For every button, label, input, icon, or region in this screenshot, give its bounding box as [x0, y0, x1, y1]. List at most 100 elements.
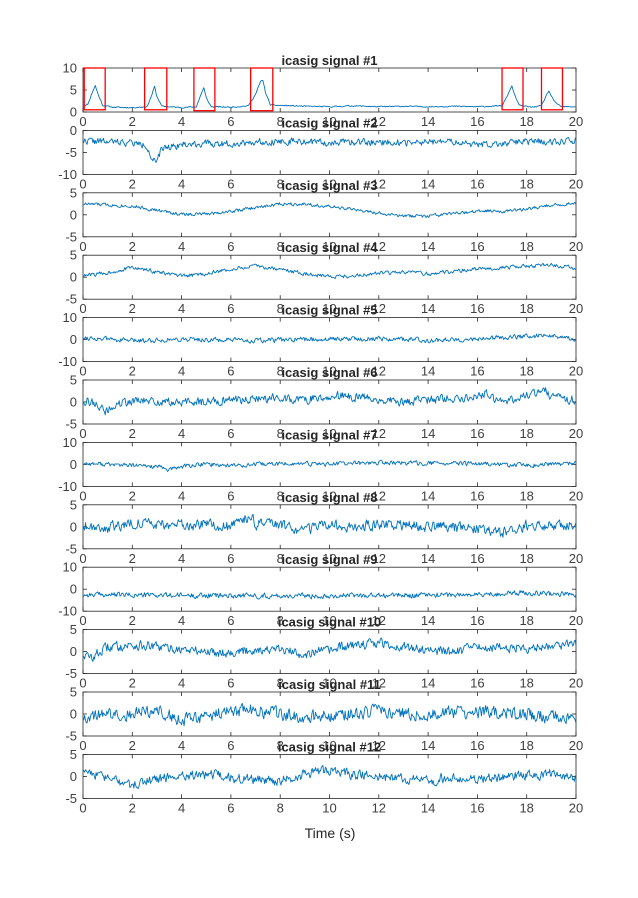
- x-tick-label: 4: [178, 488, 185, 503]
- panel-title: icasig signal #1: [281, 53, 377, 68]
- x-tick-label: 10: [322, 738, 336, 753]
- x-tick-label: 0: [79, 738, 86, 753]
- y-tick-label: 5: [70, 83, 77, 98]
- x-tick-label: 14: [421, 114, 435, 129]
- highlight-box: [540, 67, 564, 111]
- x-tick-label: 2: [129, 239, 136, 254]
- y-tick-label: 5: [70, 497, 77, 512]
- signal-line: [82, 79, 577, 109]
- y-tick-label: 0: [70, 270, 77, 285]
- x-tick-label: 16: [470, 239, 484, 254]
- panel-title: icasig signal #9: [281, 552, 377, 567]
- x-tick-label: 4: [178, 301, 185, 316]
- panel-title: icasig signal #2: [281, 115, 377, 130]
- x-tick-label: 16: [470, 176, 484, 191]
- x-tick-label: 8: [277, 738, 284, 753]
- x-tick-label: 6: [227, 676, 234, 691]
- x-tick-label: 6: [227, 239, 234, 254]
- panel-11: 0 2 4 6 8 10 12 14 16 18 20-505 icasig signal #11: [65, 677, 583, 753]
- x-tick-label: 20: [569, 488, 583, 503]
- x-tick-label: 2: [129, 364, 136, 379]
- x-tick-label: 10: [322, 551, 336, 566]
- x-tick-label: 18: [519, 488, 533, 503]
- x-tick-label: 20: [569, 114, 583, 129]
- y-tick-label: -10: [58, 167, 77, 182]
- highlight-box: [249, 67, 274, 112]
- y-tick-label: 0: [70, 207, 77, 222]
- x-tick-label: 12: [372, 738, 386, 753]
- y-tick-label: 5: [70, 685, 77, 700]
- x-tick-label: 12: [372, 613, 386, 628]
- x-tick-label: 10: [322, 239, 336, 254]
- x-tick-label: 14: [421, 676, 435, 691]
- x-tick-label: 20: [569, 551, 583, 566]
- x-tick-label: 16: [470, 114, 484, 129]
- x-tick-label: 10: [322, 800, 336, 815]
- x-tick-label: 14: [421, 239, 435, 254]
- x-tick-label: 10: [322, 114, 336, 129]
- x-tick-label: 16: [470, 551, 484, 566]
- panel-title: icasig signal #10: [278, 615, 381, 630]
- y-tick-label: 10: [63, 61, 77, 76]
- x-tick-label: 8: [277, 364, 284, 379]
- x-tick-label: 16: [470, 676, 484, 691]
- x-tick-label: 2: [129, 613, 136, 628]
- panel-title: icasig signal #8: [281, 490, 377, 505]
- axes-box: [82, 129, 577, 175]
- y-tick-label: -5: [65, 791, 77, 806]
- panel-title: icasig signal #3: [281, 178, 377, 193]
- x-tick-label: 20: [569, 364, 583, 379]
- signal-line: [82, 459, 577, 472]
- x-tick-label: 2: [129, 738, 136, 753]
- x-tick-label: 10: [322, 364, 336, 379]
- x-tick-label: 18: [519, 114, 533, 129]
- panel-10: 0 2 4 6 8 10 12 14 16 18 20-505 icasig signal #10: [65, 615, 583, 691]
- panel-title: icasig signal #11: [278, 677, 381, 692]
- x-tick-label: 20: [569, 738, 583, 753]
- x-tick-label: 0: [79, 114, 86, 129]
- y-tick-label: 0: [70, 457, 77, 472]
- y-tick-label: -10: [58, 479, 77, 494]
- x-tick-label: 20: [569, 176, 583, 191]
- x-tick-label: 12: [372, 176, 386, 191]
- x-tick-label: 8: [277, 800, 284, 815]
- highlight-box: [83, 67, 106, 111]
- x-tick-label: 12: [372, 551, 386, 566]
- x-tick-label: 2: [129, 800, 136, 815]
- x-tick-label: 2: [129, 676, 136, 691]
- x-tick-label: 12: [372, 301, 386, 316]
- y-tick-label: 0: [70, 644, 77, 659]
- x-tick-label: 10: [322, 176, 336, 191]
- panel-3: 0 2 4 6 8 10 12 14 16 18 20-505 icasig signal #3: [65, 178, 583, 254]
- x-tick-label: 4: [178, 176, 185, 191]
- y-tick-label: 5: [70, 185, 77, 200]
- x-tick-label: 4: [178, 738, 185, 753]
- x-tick-label: 2: [129, 114, 136, 129]
- y-tick-label: -10: [58, 604, 77, 619]
- y-tick-label: -5: [65, 666, 77, 681]
- x-tick-label: 8: [277, 176, 284, 191]
- panel-8: 0 2 4 6 8 10 12 14 16 18 20-505 icasig signal #8: [65, 490, 583, 566]
- x-tick-label: 2: [129, 551, 136, 566]
- x-tick-label: 6: [227, 364, 234, 379]
- x-tick-label: 20: [569, 613, 583, 628]
- signal-line: [82, 262, 577, 279]
- x-tick-label: 6: [227, 488, 234, 503]
- y-tick-label: 0: [70, 707, 77, 722]
- x-tick-label: 0: [79, 426, 86, 441]
- panel-1: 0 2 4 6 8 10 12 14 16 18 20 0 5 10 icasig signal #1: [63, 53, 584, 129]
- x-tick-label: 14: [421, 176, 435, 191]
- x-tick-label: 10: [322, 301, 336, 316]
- signal-line: [82, 333, 577, 344]
- x-tick-label: 4: [178, 551, 185, 566]
- x-tick-label: 4: [178, 239, 185, 254]
- x-tick-label: 2: [129, 488, 136, 503]
- x-tick-label: 0: [79, 676, 86, 691]
- x-tick-label: 6: [227, 551, 234, 566]
- y-tick-label: -10: [58, 354, 77, 369]
- x-tick-label: 6: [227, 426, 234, 441]
- x-tick-label: 16: [470, 738, 484, 753]
- signal-line: [82, 387, 577, 416]
- x-tick-label: 8: [277, 426, 284, 441]
